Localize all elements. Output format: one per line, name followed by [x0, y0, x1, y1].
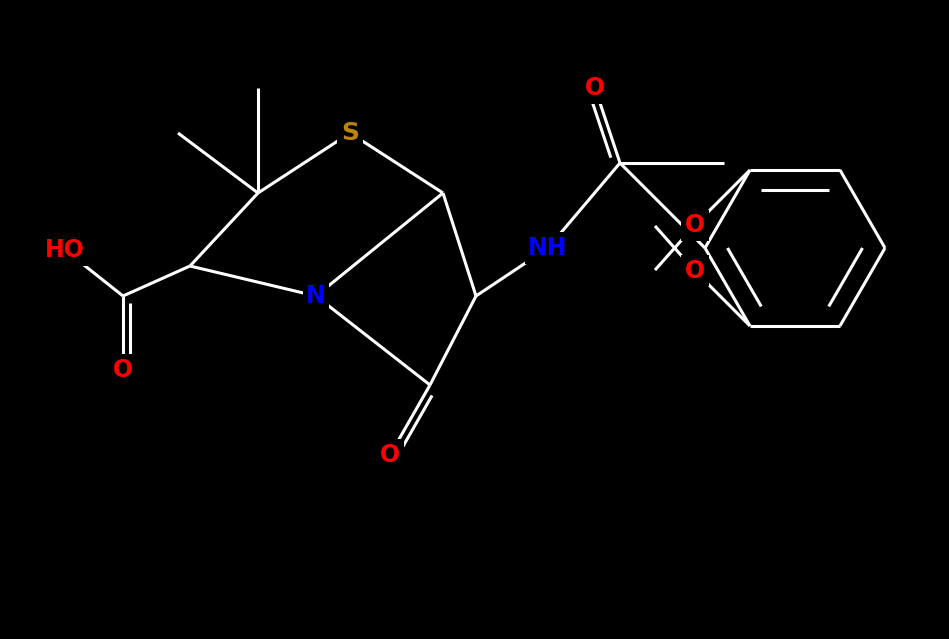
Text: NH: NH [529, 236, 568, 260]
Text: O: O [585, 76, 605, 100]
Text: HO: HO [45, 238, 85, 262]
Text: O: O [113, 358, 133, 382]
Text: S: S [341, 121, 359, 145]
Text: O: O [685, 213, 705, 237]
Text: O: O [685, 259, 705, 283]
Text: O: O [380, 443, 400, 467]
Text: N: N [307, 284, 326, 308]
